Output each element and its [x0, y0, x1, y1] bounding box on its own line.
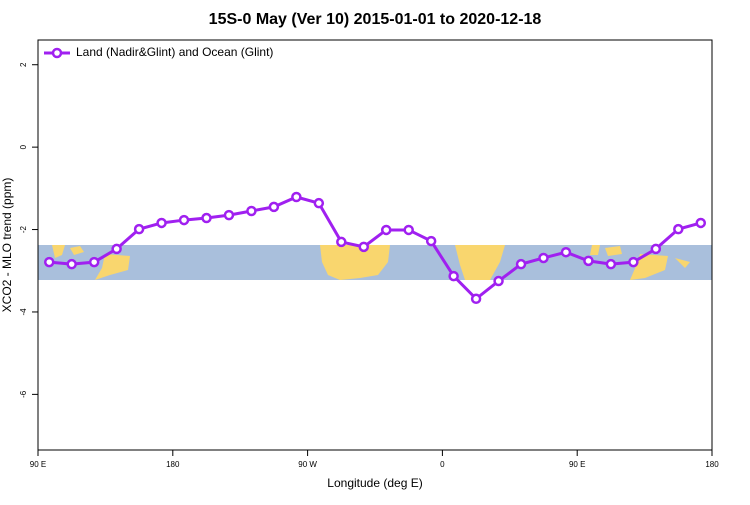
data-point	[650, 243, 662, 255]
x-axis-label: Longitude (deg E)	[327, 476, 422, 490]
y-tick-label: 0	[19, 144, 28, 149]
x-tick-label: 0	[440, 460, 445, 469]
data-point	[673, 223, 684, 235]
x-tick-label: 90 W	[298, 460, 317, 469]
data-point	[605, 258, 617, 270]
data-point	[223, 209, 235, 221]
data-point	[156, 217, 167, 229]
data-point	[268, 201, 280, 213]
data-point	[336, 236, 347, 248]
y-tick-label: -6	[19, 390, 28, 398]
data-point	[403, 224, 414, 236]
y-tick-label: -2	[19, 225, 28, 233]
chart-title: 15S-0 May (Ver 10) 2015-01-01 to 2020-12…	[209, 11, 542, 28]
data-point	[43, 256, 55, 268]
x-tick-label: 180	[705, 460, 719, 469]
y-tick-label: -4	[19, 308, 28, 316]
data-point	[695, 217, 707, 229]
data-point	[291, 191, 302, 203]
data-point	[538, 252, 549, 264]
x-tick-label: 90 E	[30, 460, 46, 469]
legend-label: Land (Nadir&Glint) and Ocean (Glint)	[76, 45, 273, 59]
data-point	[448, 270, 459, 282]
y-axis-label: XCO2 - MLO trend (ppm)	[0, 178, 14, 313]
data-point	[493, 275, 504, 287]
data-point	[560, 246, 572, 258]
plot-frame	[37, 39, 713, 451]
x-tick-label: 180	[166, 460, 180, 469]
data-point	[628, 256, 639, 268]
y-tick-label: 2	[19, 62, 28, 67]
data-point	[358, 241, 370, 253]
data-point	[66, 258, 77, 270]
data-point	[313, 197, 325, 209]
data-point	[178, 214, 190, 226]
data-point	[246, 205, 257, 217]
x-tick-label: 90 E	[569, 460, 585, 469]
data-point	[380, 224, 392, 236]
data-point	[515, 258, 527, 270]
legend-marker	[51, 47, 63, 59]
data-point	[88, 256, 100, 268]
data-point	[425, 235, 437, 247]
data-point	[111, 243, 122, 255]
data-point	[583, 255, 594, 267]
data-point	[133, 223, 145, 235]
data-point	[201, 212, 212, 224]
data-point	[470, 293, 482, 305]
